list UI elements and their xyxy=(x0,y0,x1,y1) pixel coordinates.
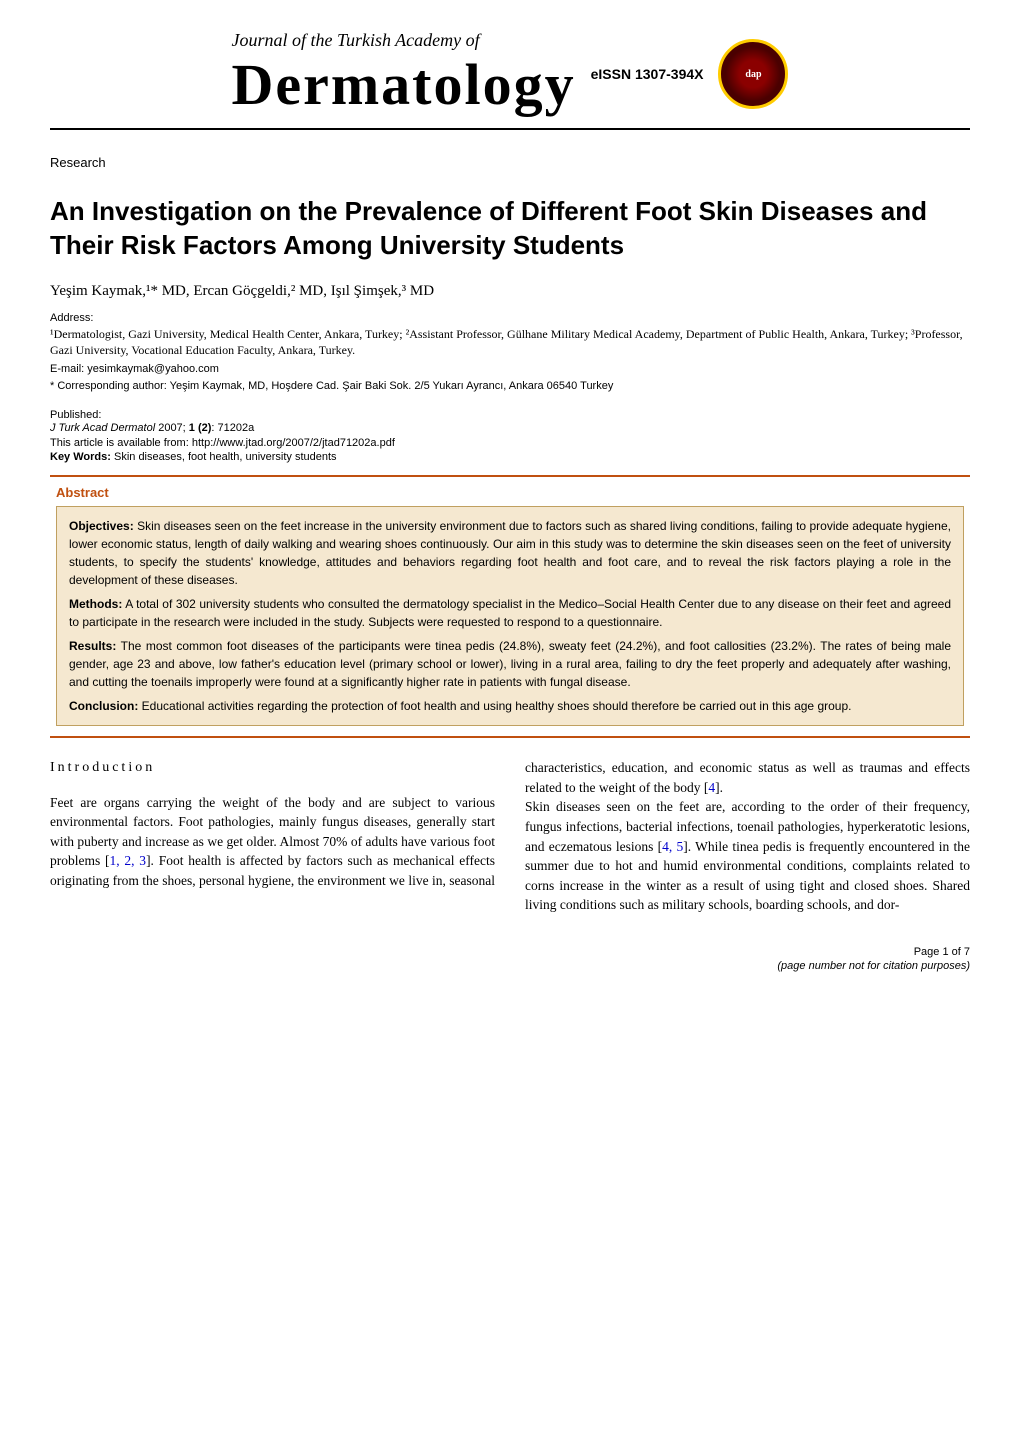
methods-text: A total of 302 university students who c… xyxy=(69,597,951,629)
keywords-value: Skin diseases, foot health, university s… xyxy=(114,451,337,463)
body-para-3: Skin diseases seen on the feet are, acco… xyxy=(525,797,970,914)
article-url-line: This article is available from: http://w… xyxy=(50,436,970,451)
author-list: Yeşim Kaymak,¹* MD, Ercan Göçgeldi,² MD,… xyxy=(50,283,970,300)
article-type: Research xyxy=(50,155,970,170)
article-url: http://www.jtad.org/2007/2/jtad71202a.pd… xyxy=(192,437,395,449)
header-rule xyxy=(50,128,970,130)
citation-line: J Turk Acad Dermatol 2007; 1 (2): 71202a xyxy=(50,421,970,436)
email-label: E-mail: xyxy=(50,363,84,375)
journal-badge-icon: dap xyxy=(718,39,788,109)
logo-graphic: Journal of the Turkish Academy of Dermat… xyxy=(232,30,576,118)
email-line: E-mail: yesimkaymak@yahoo.com xyxy=(50,363,970,375)
page-number: Page 1 of 7 xyxy=(50,945,970,959)
affiliations: ¹Dermatologist, Gazi University, Medical… xyxy=(50,326,970,360)
ref-link-1[interactable]: 1, 2, 3 xyxy=(110,853,147,868)
citation-volume: 1 (2) xyxy=(189,422,212,434)
eissn-label: eISSN 1307-394X xyxy=(591,66,704,82)
keywords-label: Key Words: xyxy=(50,451,111,463)
journal-header: Journal of the Turkish Academy of Dermat… xyxy=(50,30,970,118)
abstract-heading: Abstract xyxy=(56,485,964,500)
article-url-label: This article is available from: xyxy=(50,437,189,449)
conclusion-label: Conclusion: xyxy=(69,699,138,713)
corresponding-label: * Corresponding author: xyxy=(50,380,167,392)
email-value: yesimkaymak@yahoo.com xyxy=(87,363,219,375)
address-label: Address: xyxy=(50,312,970,324)
ref-link-3[interactable]: 4, 5 xyxy=(662,839,683,854)
footer-note: (page number not for citation purposes) xyxy=(50,959,970,973)
keywords-line: Key Words: Skin diseases, foot health, u… xyxy=(50,451,970,463)
logo-container: Journal of the Turkish Academy of Dermat… xyxy=(232,30,789,118)
citation-pages: : 71202a xyxy=(211,422,254,434)
published-label: Published: xyxy=(50,409,970,421)
para2b: ]. xyxy=(715,780,723,795)
dermatology-wordmark: Dermatology xyxy=(232,51,576,118)
abstract-methods: Methods: A total of 302 university stude… xyxy=(69,595,951,631)
objectives-text: Skin diseases seen on the feet increase … xyxy=(69,519,951,587)
badge-text: dap xyxy=(745,69,761,80)
abstract-conclusion: Conclusion: Educational activities regar… xyxy=(69,697,951,715)
corresponding-value: Yeşim Kaymak, MD, Hoşdere Cad. Şair Baki… xyxy=(170,380,614,392)
journal-script-title: Journal of the Turkish Academy of xyxy=(232,30,576,51)
conclusion-text: Educational activities regarding the pro… xyxy=(142,699,852,713)
abstract-content: Objectives: Skin diseases seen on the fe… xyxy=(56,506,964,726)
citation-journal: J Turk Acad Dermatol xyxy=(50,422,155,434)
article-title: An Investigation on the Prevalence of Di… xyxy=(50,195,970,263)
abstract-box: Abstract Objectives: Skin diseases seen … xyxy=(50,475,970,738)
results-text: The most common foot diseases of the par… xyxy=(69,639,951,689)
introduction-heading: Introduction xyxy=(50,758,495,778)
objectives-label: Objectives: xyxy=(69,519,134,533)
results-label: Results: xyxy=(69,639,116,653)
methods-label: Methods: xyxy=(69,597,122,611)
citation-year: 2007; xyxy=(158,422,186,434)
abstract-results: Results: The most common foot diseases o… xyxy=(69,637,951,691)
abstract-objectives: Objectives: Skin diseases seen on the fe… xyxy=(69,517,951,589)
body-text: Introduction Feet are organs carrying th… xyxy=(50,758,970,915)
corresponding-author: * Corresponding author: Yeşim Kaymak, MD… xyxy=(50,379,970,394)
page-footer: Page 1 of 7 (page number not for citatio… xyxy=(50,945,970,974)
